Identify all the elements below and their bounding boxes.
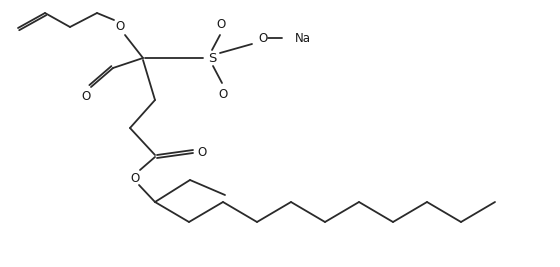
Text: O: O: [216, 18, 226, 32]
Text: O: O: [130, 171, 139, 184]
Text: O: O: [81, 91, 91, 104]
Text: O: O: [115, 21, 125, 33]
Text: O: O: [258, 33, 267, 45]
Text: Na: Na: [295, 32, 311, 45]
Text: O: O: [197, 146, 207, 159]
Text: O: O: [218, 88, 227, 101]
Text: S: S: [208, 52, 216, 65]
